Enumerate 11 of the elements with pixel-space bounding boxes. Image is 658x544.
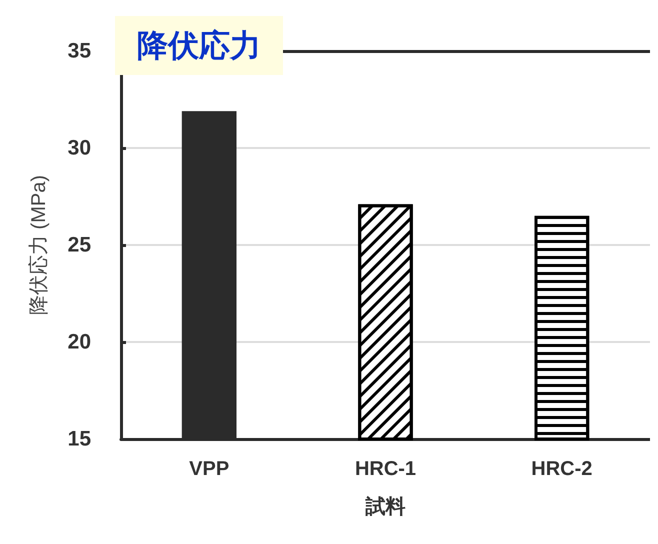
- y-tick-label: 20: [68, 330, 91, 354]
- y-tick-label: 35: [68, 40, 92, 62]
- x-tick-label: HRC-2: [531, 458, 592, 480]
- chart-title: 降伏応力: [137, 28, 261, 63]
- x-tick-label: HRC-1: [354, 458, 416, 480]
- y-tick-label: 15: [68, 428, 92, 450]
- x-tick-label: VPP: [189, 458, 230, 480]
- y-tick-label: 30: [68, 136, 91, 160]
- y-axis-title: 降伏応力 (MPa): [27, 175, 50, 315]
- y-tick-label: 25: [68, 234, 92, 256]
- x-axis-title: 試料: [364, 495, 406, 518]
